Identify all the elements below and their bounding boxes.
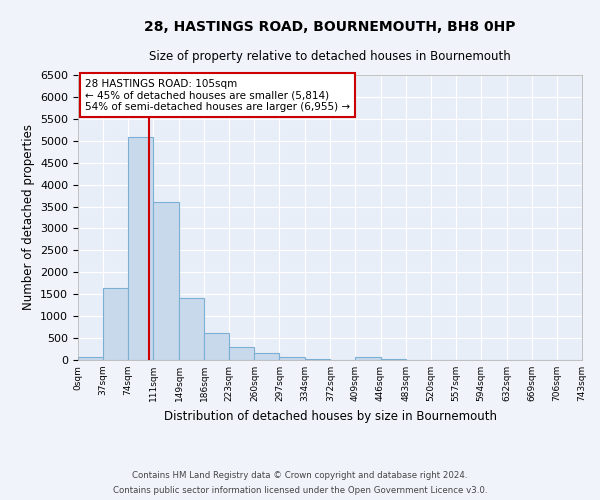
Text: Contains HM Land Registry data © Crown copyright and database right 2024.: Contains HM Land Registry data © Crown c… — [132, 471, 468, 480]
Bar — [229, 346, 254, 360]
Bar — [305, 358, 331, 360]
X-axis label: Distribution of detached houses by size in Bournemouth: Distribution of detached houses by size … — [163, 410, 497, 422]
Bar — [103, 288, 128, 360]
Bar — [380, 358, 406, 360]
Text: Contains public sector information licensed under the Open Government Licence v3: Contains public sector information licen… — [113, 486, 487, 495]
Bar — [179, 298, 204, 360]
Bar — [153, 202, 179, 360]
Bar — [254, 353, 280, 360]
Text: 28 HASTINGS ROAD: 105sqm
← 45% of detached houses are smaller (5,814)
54% of sem: 28 HASTINGS ROAD: 105sqm ← 45% of detach… — [85, 78, 350, 112]
Bar — [78, 357, 103, 360]
Bar — [128, 138, 153, 360]
Text: Size of property relative to detached houses in Bournemouth: Size of property relative to detached ho… — [149, 50, 511, 63]
Bar — [355, 358, 380, 360]
Text: 28, HASTINGS ROAD, BOURNEMOUTH, BH8 0HP: 28, HASTINGS ROAD, BOURNEMOUTH, BH8 0HP — [144, 20, 516, 34]
Bar — [204, 333, 229, 360]
Bar — [280, 356, 305, 360]
Y-axis label: Number of detached properties: Number of detached properties — [22, 124, 35, 310]
